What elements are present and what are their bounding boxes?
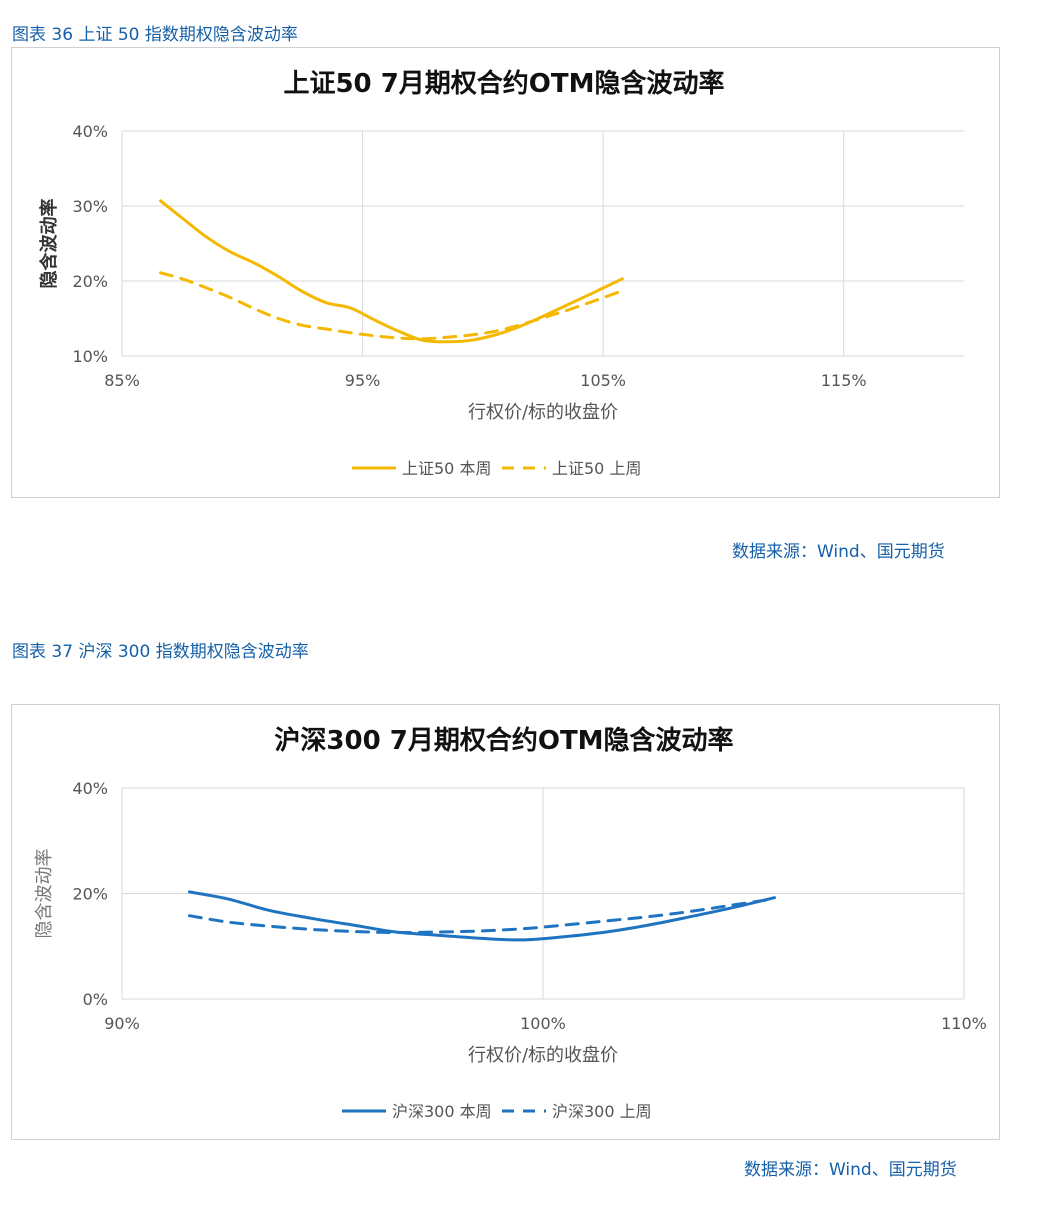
chart-2: 沪深300 7月期权合约OTM隐含波动率 0% 20% 40% 90% 100% 110% 行… [34, 725, 987, 1121]
chart-1-frame: 上证50 7月期权合约OTM隐含波动率 10% 20% 30% 40% 85% 95% 105… [11, 47, 1000, 498]
figure-36-source: 数据来源：Wind、国元期货 [732, 542, 945, 562]
y-tick-label: 20% [72, 272, 108, 291]
x-tick-label: 110% [941, 1014, 987, 1033]
figure-37-source: 数据来源：Wind、国元期货 [744, 1160, 957, 1180]
x-tick-label: 115% [821, 371, 867, 390]
chart-1: 上证50 7月期权合约OTM隐含波动率 10% 20% 30% 40% 85% 95% 105… [38, 68, 964, 478]
y-tick-label: 0% [83, 990, 108, 1009]
series-line-last-week [159, 271, 624, 341]
y-axis-label: 隐含波动率 [34, 849, 55, 939]
x-tick-label: 95% [345, 371, 381, 390]
chart-title: 上证50 7月期权合约OTM隐含波动率 [283, 68, 724, 99]
legend-label: 上证50 上周 [552, 459, 641, 478]
figure-37-caption: 图表 37 沪深 300 指数期权隐含波动率 [12, 642, 309, 662]
series-line-this-week [159, 199, 624, 344]
y-tick-label: 40% [72, 122, 108, 141]
x-tick-label: 100% [520, 1014, 566, 1033]
legend-label: 上证50 本周 [402, 459, 491, 478]
series-line-this-week [187, 890, 776, 942]
x-tick-label: 105% [580, 371, 626, 390]
y-tick-label: 40% [72, 779, 108, 798]
x-tick-label: 85% [104, 371, 140, 390]
figure-36-caption: 图表 36 上证 50 指数期权隐含波动率 [12, 25, 298, 45]
x-axis-label: 行权价/标的收盘价 [468, 1045, 618, 1066]
legend-label: 沪深300 本周 [392, 1102, 492, 1121]
chart-title: 沪深300 7月期权合约OTM隐含波动率 [274, 725, 733, 756]
y-tick-label: 30% [72, 197, 108, 216]
chart-2-frame: 沪深300 7月期权合约OTM隐含波动率 0% 20% 40% 90% 100% 110% 行… [11, 704, 1000, 1140]
x-axis-label: 行权价/标的收盘价 [468, 402, 618, 423]
y-tick-label: 10% [72, 347, 108, 366]
y-tick-label: 20% [72, 885, 108, 904]
series-line-last-week [187, 897, 776, 935]
x-tick-label: 90% [104, 1014, 140, 1033]
y-axis-label: 隐含波动率 [38, 199, 60, 289]
legend-label: 沪深300 上周 [552, 1102, 652, 1121]
